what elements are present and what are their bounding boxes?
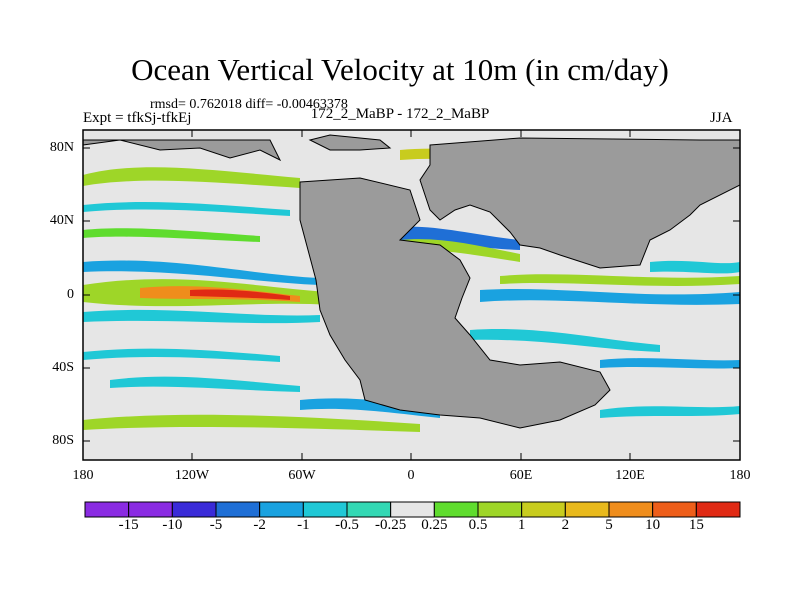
land bbox=[83, 134, 740, 429]
north-pacific-band bbox=[83, 167, 300, 188]
indian-ocean-band bbox=[470, 328, 660, 352]
southern-ocean-band bbox=[83, 414, 420, 432]
colorbar-label: 1 bbox=[517, 517, 526, 533]
north-upwelling-band bbox=[83, 260, 320, 285]
colorbar-label: 0.5 bbox=[468, 517, 488, 533]
lon-label-120e: 120E bbox=[615, 468, 645, 483]
atlantic-negative-patch bbox=[380, 226, 520, 250]
west-pacific-band bbox=[650, 260, 740, 274]
south-upwelling-band bbox=[83, 309, 320, 324]
colorbar-box-8 bbox=[433, 501, 479, 518]
colorbar-box-4 bbox=[259, 501, 304, 518]
experiment-label: Expt = tfkSj-tfkEj bbox=[83, 110, 192, 126]
colorbar-box-3 bbox=[215, 501, 261, 518]
colorbar-label: -1 bbox=[297, 517, 310, 533]
americas-africa-land bbox=[299, 177, 611, 429]
colorbar-box-1 bbox=[128, 501, 173, 518]
colorbar-label: -0.5 bbox=[335, 517, 359, 533]
asia-africa-land bbox=[419, 137, 740, 269]
lat-label-80s: 80S bbox=[52, 433, 74, 448]
equatorial-core bbox=[190, 289, 290, 300]
colorbar-label: 0.25 bbox=[421, 517, 448, 533]
colorbar-label: 2 bbox=[561, 517, 570, 533]
colorbar-box-0 bbox=[84, 501, 130, 518]
lon-label-60w: 60W bbox=[288, 468, 316, 483]
colorbar-box-10 bbox=[521, 501, 566, 518]
colorbar-label: -10 bbox=[162, 517, 183, 533]
colorbar-box-12 bbox=[608, 501, 654, 518]
arctic-land-west bbox=[83, 139, 282, 162]
lat-label-40n: 40N bbox=[49, 213, 74, 228]
lon-label-0: 0 bbox=[407, 468, 415, 483]
colorbar bbox=[84, 501, 741, 518]
indopacific-band bbox=[480, 288, 740, 305]
colorbar-label: -15 bbox=[118, 517, 139, 533]
south-pacific-band bbox=[83, 348, 280, 362]
colorbar-box-9 bbox=[477, 501, 523, 518]
colorbar-label: -2 bbox=[253, 517, 266, 533]
map-field bbox=[83, 130, 740, 460]
colorbar-label: 15 bbox=[688, 517, 704, 533]
indopacific-positive-band bbox=[500, 274, 740, 286]
lat-label-80n: 80N bbox=[49, 140, 74, 155]
colorbar-box-13 bbox=[652, 501, 697, 518]
colorbar-label: 10 bbox=[645, 517, 661, 533]
south-pacific-band-2 bbox=[110, 376, 300, 392]
colorbar-box-5 bbox=[302, 501, 348, 518]
north-pacific-band-2 bbox=[83, 202, 290, 216]
lon-label-180w: 180 bbox=[72, 468, 94, 483]
axis-ticks bbox=[83, 130, 740, 460]
lon-label-180e: 180 bbox=[729, 468, 751, 483]
lat-label-40s: 40S bbox=[52, 360, 74, 375]
colorbar-box-6 bbox=[346, 501, 392, 518]
southern-ocean-band-3 bbox=[600, 406, 740, 418]
colorbar-box-11 bbox=[564, 501, 610, 518]
indian-ocean-band-2 bbox=[600, 358, 740, 369]
colorbar-box-2 bbox=[171, 501, 217, 518]
colorbar-label: 5 bbox=[605, 517, 613, 533]
chart-title: Ocean Vertical Velocity at 10m (in cm/da… bbox=[131, 52, 669, 87]
colorbar-box-14 bbox=[695, 501, 741, 518]
north-pacific-band-3 bbox=[83, 228, 260, 242]
southern-ocean-band-2 bbox=[300, 398, 440, 418]
colorbar-box-7 bbox=[390, 501, 435, 518]
colorbar-label: -5 bbox=[209, 517, 223, 533]
season-label: JJA bbox=[710, 110, 733, 126]
colorbar-label: -0.25 bbox=[375, 517, 407, 533]
greenland-land bbox=[308, 134, 392, 151]
run-label: 172_2_MaBP - 172_2_MaBP bbox=[310, 106, 490, 122]
rmsd-diff-stats: rmsd= 0.762018 diff= -0.00463378 bbox=[150, 97, 348, 112]
lat-label-0: 0 bbox=[67, 287, 74, 302]
lon-label-60e: 60E bbox=[509, 468, 533, 483]
lon-label-120w: 120W bbox=[174, 468, 210, 483]
